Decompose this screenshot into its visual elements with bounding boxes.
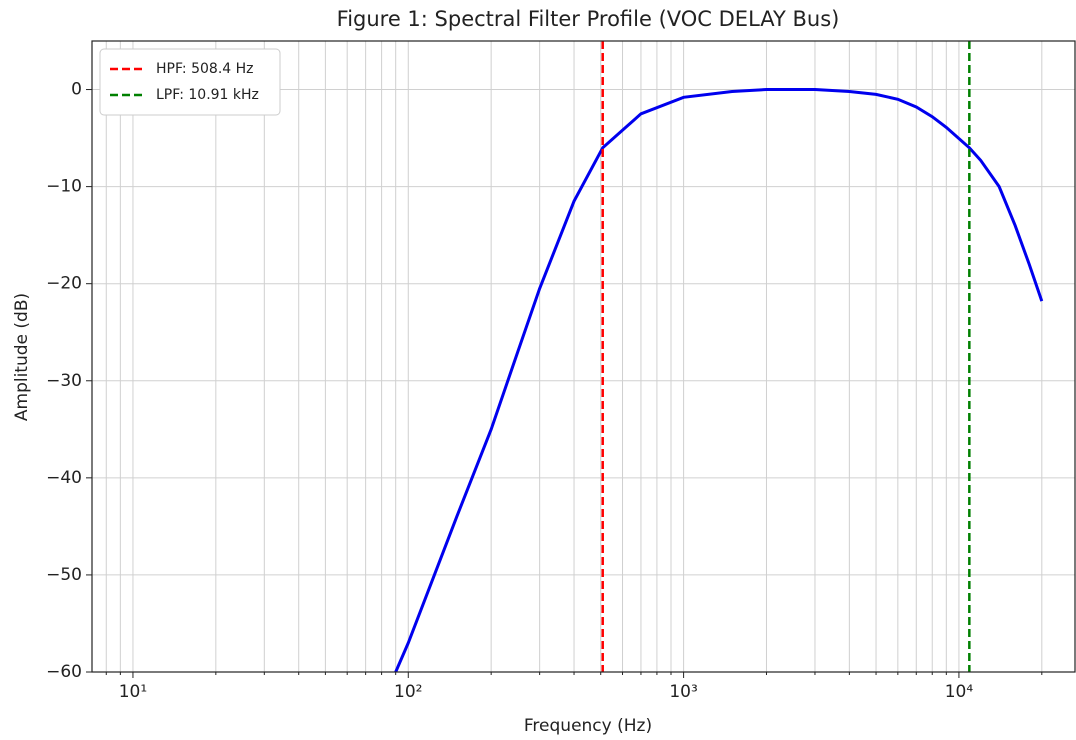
y-tick-label: −10: [46, 177, 82, 197]
legend-box: [99, 48, 281, 116]
chart-title: Figure 1: Spectral Filter Profile (VOC D…: [337, 7, 840, 31]
y-tick-label: −50: [46, 565, 82, 585]
x-tick-label: 10²: [394, 682, 422, 702]
y-axis-label: Amplitude (dB): [12, 293, 32, 421]
x-tick-label: 10⁴: [945, 682, 974, 702]
legend-label: LPF: 10.91 kHz: [156, 87, 259, 103]
y-tick-label: −40: [46, 468, 82, 488]
x-axis-label: Frequency (Hz): [524, 716, 652, 736]
y-tick-label: −20: [46, 274, 82, 294]
x-tick-label: 10¹: [119, 682, 147, 702]
legend-label: HPF: 508.4 Hz: [156, 61, 254, 77]
x-tick-label: 10³: [669, 682, 697, 702]
y-tick-label: −30: [46, 371, 82, 391]
y-tick-label: −60: [46, 662, 82, 682]
series-line: [394, 88, 1044, 672]
y-tick-label: 0: [71, 80, 82, 100]
plot-frame: [91, 40, 1076, 673]
